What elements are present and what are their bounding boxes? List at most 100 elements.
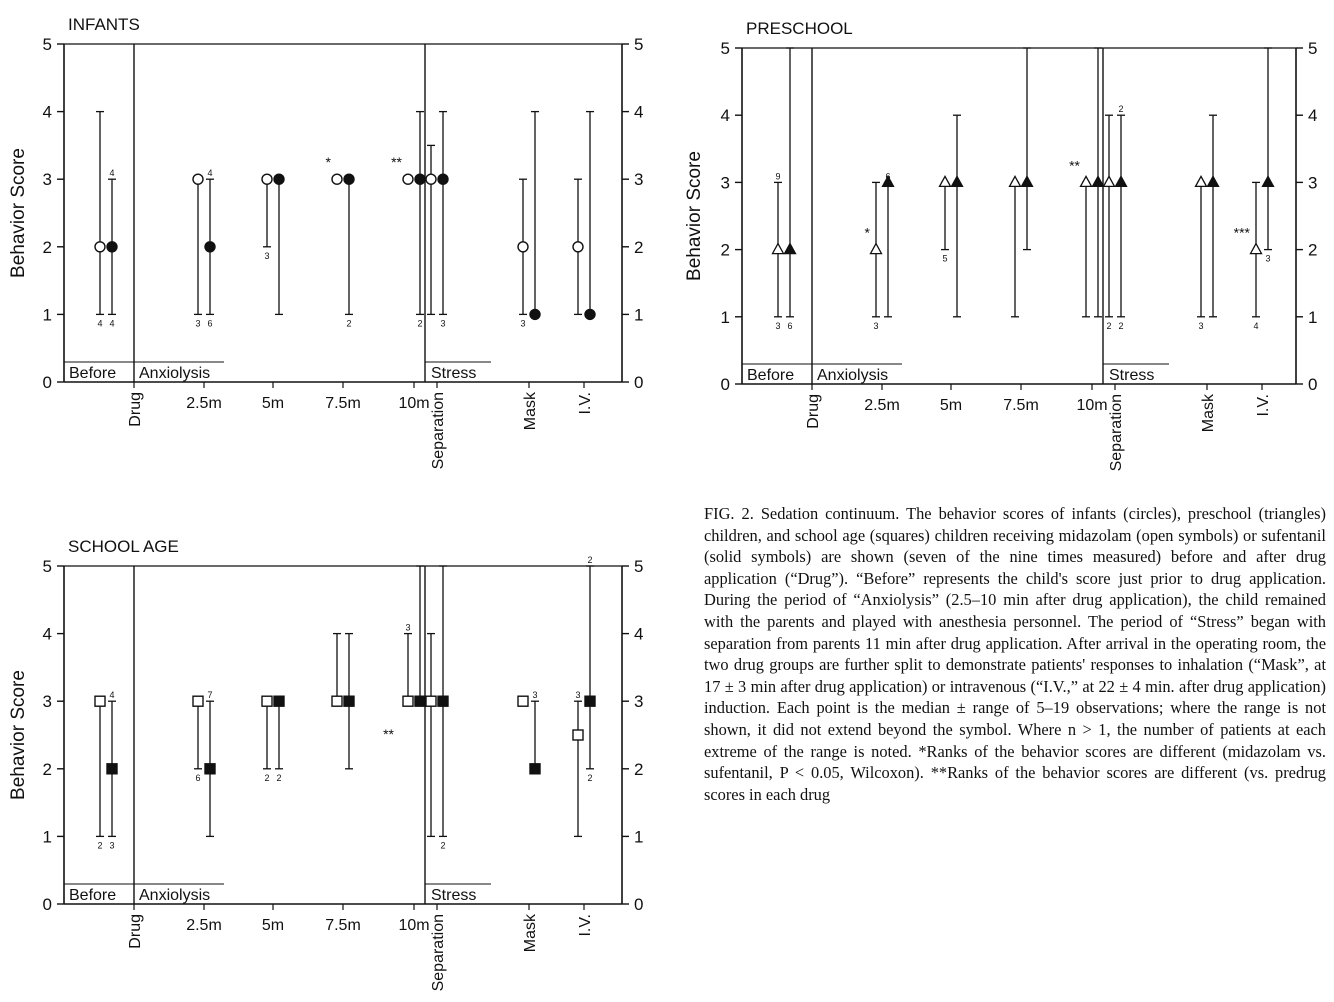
caption-text: Sedation continuum. The behavior scores … (704, 504, 1326, 804)
y-tick-label-right: 2 (634, 238, 643, 257)
n-count-low: 4 (97, 318, 102, 328)
n-count-high: 9 (775, 171, 780, 181)
x-tick-label: 5m (940, 397, 962, 414)
data-point (402, 173, 414, 185)
data-point (869, 242, 883, 255)
significance-mark: *** (1234, 225, 1251, 241)
y-tick-label: 5 (721, 39, 730, 58)
y-tick-label-right: 3 (1308, 173, 1317, 192)
data-point (192, 695, 204, 707)
n-count-low: 4 (1253, 321, 1258, 331)
caption-label: FIG. 2. (704, 504, 754, 523)
n-count-low: 6 (787, 321, 792, 331)
period-label-anxiolysis: Anxiolysis (139, 887, 210, 904)
n-count-low: 2 (97, 840, 102, 850)
chart-title: SCHOOL AGE (68, 537, 179, 556)
x-tick-label: Mask (1200, 393, 1217, 432)
n-count-low: 6 (195, 773, 200, 783)
n-count-low: 3 (1198, 321, 1203, 331)
y-tick-label-right: 0 (1308, 375, 1317, 394)
y-tick-label-right: 0 (634, 895, 643, 914)
n-count-low: 5 (942, 254, 947, 264)
y-tick-label: 1 (43, 305, 52, 324)
n-count-low: 3 (873, 321, 878, 331)
x-tick-label: 5m (262, 395, 284, 412)
x-tick-label: I.V. (1255, 394, 1272, 417)
x-tick-label: 10m (398, 395, 429, 412)
x-tick-label: Separation (430, 392, 447, 469)
y-tick-label: 3 (43, 170, 52, 189)
x-tick-label: 2.5m (186, 917, 222, 934)
y-tick-label-right: 3 (634, 170, 643, 189)
y-tick-label: 4 (43, 103, 52, 122)
x-tick-label: Drug (127, 392, 144, 427)
n-count-low: 3 (264, 251, 269, 261)
x-tick-label: 7.5m (325, 395, 361, 412)
data-point (1079, 175, 1093, 188)
n-count-low: 2 (264, 773, 269, 783)
n-count-high: 3 (405, 623, 410, 633)
n-count-low: 4 (109, 318, 114, 328)
n-count-high: 2 (587, 555, 592, 565)
data-point (529, 308, 541, 321)
data-point (572, 729, 584, 741)
x-tick-label: 7.5m (1003, 397, 1039, 414)
data-point (331, 695, 343, 707)
x-tick-label: 2.5m (186, 395, 222, 412)
x-tick-label: Separation (430, 914, 447, 991)
y-tick-label: 5 (43, 557, 52, 576)
y-axis-label: Behavior Score (8, 148, 29, 278)
data-point (1091, 175, 1105, 188)
data-point (783, 242, 797, 255)
n-count-high: 4 (109, 690, 114, 700)
n-count-low: 3 (109, 840, 114, 850)
data-point (343, 173, 355, 185)
n-count-high: 3 (575, 690, 580, 700)
n-count-low: 3 (440, 318, 445, 328)
n-count-low: 3 (195, 318, 200, 328)
period-label-anxiolysis: Anxiolysis (139, 365, 210, 382)
n-count-low: 2 (417, 318, 422, 328)
x-tick-label: Separation (1108, 394, 1125, 471)
data-point (1008, 175, 1022, 188)
x-tick-label: Drug (805, 394, 822, 429)
data-point (517, 695, 529, 707)
data-point (950, 175, 964, 188)
y-tick-label: 0 (43, 373, 52, 392)
period-label-stress: Stress (1109, 367, 1154, 384)
data-point (425, 173, 437, 185)
period-label-stress: Stress (431, 887, 476, 904)
y-tick-label-right: 2 (1308, 241, 1317, 260)
y-tick-label-right: 3 (634, 692, 643, 711)
y-axis-label: Behavior Score (8, 670, 29, 800)
data-point (938, 175, 952, 188)
data-point (1020, 175, 1034, 188)
data-point (273, 173, 285, 185)
data-point (437, 695, 449, 707)
significance-mark: * (326, 154, 332, 170)
n-count-low: 2 (587, 773, 592, 783)
x-tick-label: 2.5m (864, 397, 900, 414)
y-tick-label-right: 1 (634, 305, 643, 324)
data-point (517, 241, 529, 253)
y-tick-label-right: 4 (1308, 106, 1317, 125)
data-point (881, 175, 895, 188)
x-tick-label: 10m (1076, 397, 1107, 414)
x-tick-label: 5m (262, 917, 284, 934)
n-count-low: 2 (1106, 321, 1111, 331)
y-tick-label-right: 0 (634, 373, 643, 392)
n-count-high: 4 (207, 168, 212, 178)
y-tick-label: 0 (721, 375, 730, 394)
x-tick-label: Drug (127, 914, 144, 949)
data-point (529, 763, 541, 775)
figure-caption: FIG. 2. Sedation continuum. The behavior… (704, 503, 1326, 805)
data-point (414, 695, 426, 707)
data-point (414, 173, 426, 185)
period-label-before: Before (747, 367, 794, 384)
data-point (94, 695, 106, 707)
data-point (273, 695, 285, 707)
y-tick-label: 1 (43, 827, 52, 846)
data-point (331, 173, 343, 185)
n-count-low: 3 (775, 321, 780, 331)
data-point (1102, 175, 1116, 188)
